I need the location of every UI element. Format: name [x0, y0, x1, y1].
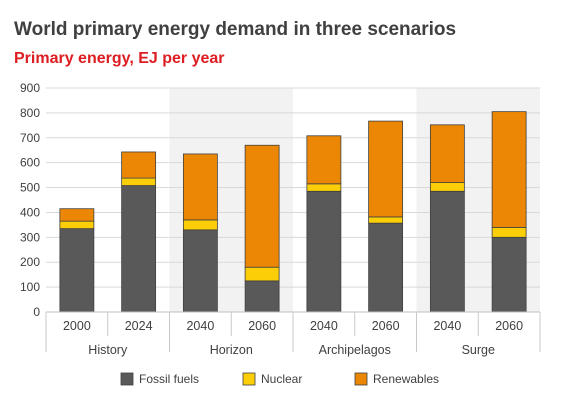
bar-renewables-2040 [429, 124, 465, 183]
chart-subtitle: Primary energy, EJ per year [14, 50, 225, 67]
legend-swatch-renewables [354, 372, 368, 386]
y-tick-label: 600 [20, 156, 40, 170]
x-group-label: History [88, 343, 128, 357]
bar-nuclear-2040 [306, 183, 342, 192]
x-tick-label: 2060 [248, 319, 276, 333]
bar-nuclear-2024 [121, 177, 157, 186]
legend-label: Renewables [373, 372, 439, 386]
legend-label: Nuclear [261, 372, 302, 386]
x-tick-label: 2060 [372, 319, 400, 333]
bar-fossil-fuels-2060 [244, 280, 280, 313]
x-group-label: Archipelagos [319, 343, 391, 357]
bar-renewables-2060 [244, 144, 280, 268]
y-tick-label: 300 [20, 230, 40, 244]
y-tick-label: 900 [20, 81, 40, 95]
y-tick-label: 500 [20, 181, 40, 195]
bar-renewables-2024 [121, 151, 157, 179]
bar-nuclear-2040 [182, 219, 218, 231]
x-group-label: Surge [462, 343, 495, 357]
y-tick-label: 700 [20, 131, 40, 145]
x-tick-label: 2040 [310, 319, 338, 333]
bar-renewables-2040 [182, 153, 218, 221]
chart-title: World primary energy demand in three sce… [14, 19, 457, 40]
bar-nuclear-2060 [368, 216, 404, 224]
bar-renewables-2060 [491, 111, 527, 228]
legend-label: Fossil fuels [139, 372, 199, 386]
bar-nuclear-2000 [59, 220, 95, 230]
bar-nuclear-2060 [244, 266, 280, 282]
bar-renewables-2060 [368, 120, 404, 218]
x-tick-label: 2024 [125, 319, 153, 333]
bar-fossil-fuels-2024 [121, 185, 157, 313]
y-tick-label: 0 [33, 305, 40, 319]
y-tick-label: 100 [20, 280, 40, 294]
bar-fossil-fuels-2040 [429, 190, 465, 313]
bar-fossil-fuels-2060 [491, 236, 527, 313]
y-tick-label: 800 [20, 106, 40, 120]
bar-renewables-2040 [306, 135, 342, 185]
legend-swatch-nuclear [242, 372, 256, 386]
bar-fossil-fuels-2060 [368, 222, 404, 313]
y-tick-label: 400 [20, 205, 40, 219]
y-tick-label: 200 [20, 255, 40, 269]
bar-fossil-fuels-2040 [182, 229, 218, 313]
legend-swatch-fossil-fuels [120, 372, 134, 386]
bar-fossil-fuels-2000 [59, 228, 95, 313]
bar-nuclear-2060 [491, 226, 527, 238]
bar-nuclear-2040 [429, 182, 465, 192]
x-tick-label: 2000 [63, 319, 91, 333]
bar-fossil-fuels-2040 [306, 190, 342, 313]
x-tick-label: 2060 [495, 319, 523, 333]
bar-renewables-2000 [59, 208, 95, 222]
x-tick-label: 2040 [186, 319, 214, 333]
x-tick-label: 2040 [433, 319, 461, 333]
x-group-label: Horizon [210, 343, 253, 357]
